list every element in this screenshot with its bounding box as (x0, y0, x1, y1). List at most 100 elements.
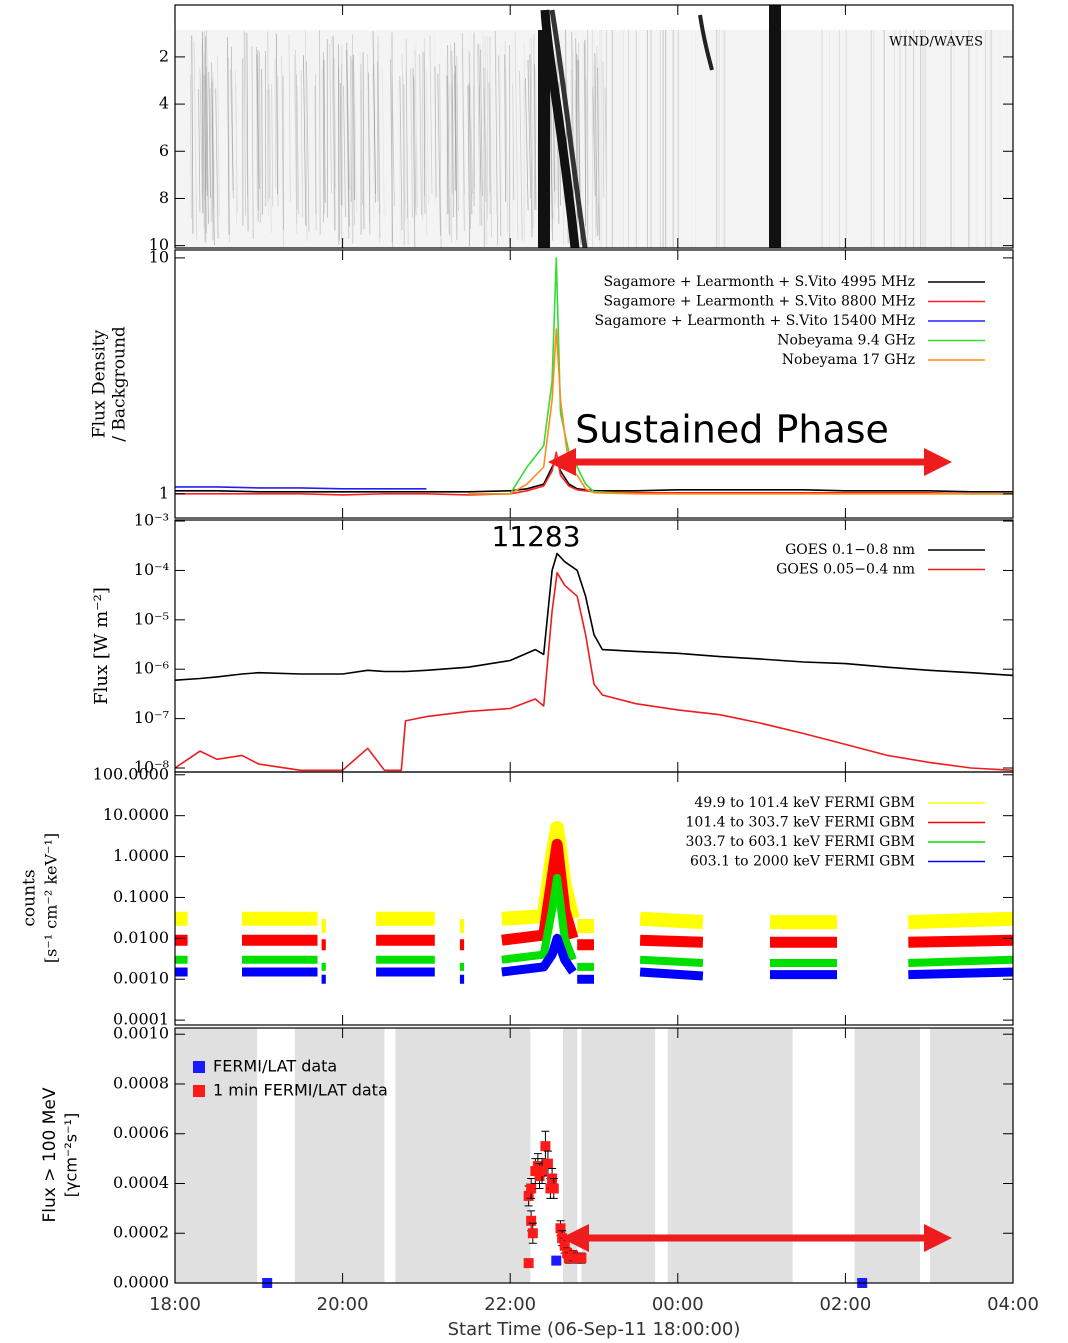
legend-label: Nobeyama 9.4 GHz (777, 333, 915, 349)
legend-label: GOES 0.05−0.4 nm (776, 562, 915, 578)
data-point (523, 1258, 534, 1269)
panel-frame (174, 771, 1014, 1026)
spectrogram-streak (390, 59, 394, 248)
spectrogram-streak (574, 80, 578, 244)
spectrogram-streak (331, 36, 335, 230)
series-line (175, 486, 427, 490)
burst (540, 9, 580, 249)
spectrogram-streak (479, 49, 483, 197)
spectrogram-streak (227, 37, 230, 235)
legend-label: 101.4 to 303.7 keV FERMI GBM (686, 815, 916, 831)
spectrogram-streak (338, 44, 340, 246)
spectrogram-streak (345, 49, 350, 239)
y-tick-label: 100.0000 (93, 764, 169, 783)
spectrogram-streak (519, 71, 523, 241)
spectrogram-streak (533, 34, 535, 210)
shaded-interval (395, 1028, 531, 1283)
y-tick-label: 6 (159, 141, 169, 160)
spectrogram-streak (594, 53, 598, 236)
spectrogram-streak (454, 42, 457, 191)
spectrogram-streak (504, 54, 506, 202)
spectrogram-streak (429, 35, 433, 195)
y-tick-label: 8 (159, 188, 169, 207)
spectrogram-streak (351, 61, 355, 225)
spectrogram-streak (217, 55, 220, 216)
spectrogram-streak (381, 68, 385, 218)
legend-label: Sagamore + Learmonth + S.Vito 8800 MHz (603, 294, 915, 310)
legend-label: Sagamore + Learmonth + S.Vito 15400 MHz (595, 313, 915, 329)
burst (769, 5, 781, 248)
spectrogram-streak (489, 83, 492, 238)
x-tick-label: 02:00 (819, 1294, 871, 1315)
spectrogram-streak (412, 68, 416, 248)
data-point (542, 1158, 553, 1169)
y-tick-label: 0.0000 (113, 1273, 169, 1292)
y-tick-label: 10⁻⁸ (134, 758, 169, 777)
spectrogram-streak (346, 59, 351, 190)
spectrogram-streak (372, 73, 375, 219)
legend-label: Nobeyama 17 GHz (782, 352, 915, 368)
x-axis-label: Start Time (06-Sep-11 18:00:00) (448, 1319, 741, 1340)
spectrogram-streak (528, 65, 532, 201)
spectrogram-streak (491, 70, 495, 198)
spectrogram-streak (269, 89, 272, 233)
series-line (175, 458, 1013, 493)
spectrogram-streak (189, 42, 192, 205)
x-tick-label: 04:00 (987, 1294, 1039, 1315)
spectrogram-streak (467, 85, 471, 247)
x-tick-label: 18:00 (149, 1294, 201, 1315)
series-line (174, 552, 1014, 681)
legend-swatch (193, 1085, 205, 1097)
spectrogram-streak (343, 85, 346, 218)
panel-frame (174, 1027, 1014, 1284)
spectrogram-streak (451, 51, 455, 217)
y-tick-label: 4 (159, 94, 169, 113)
data-point (548, 1183, 559, 1194)
series-line (175, 838, 1014, 951)
spectrogram-streak (529, 54, 533, 238)
spectrogram-streak (293, 53, 298, 234)
spectrogram-streak (256, 54, 260, 189)
shaded-interval (581, 1028, 656, 1283)
x-tick-label: 22:00 (484, 1294, 536, 1315)
spectrogram-streak (271, 84, 274, 207)
spectrogram-streak (306, 60, 310, 232)
spectrogram-streak (410, 68, 413, 218)
annotation: 11283 (491, 520, 580, 553)
spectrogram-streak (398, 80, 401, 240)
data-point (523, 1190, 534, 1201)
shaded-interval (294, 1028, 385, 1283)
spectrogram-streak (500, 87, 502, 193)
spectrogram-streak (332, 35, 336, 231)
spectrogram-streak (437, 73, 441, 236)
series-line (174, 571, 1014, 772)
spectrogram-streak (584, 39, 587, 227)
y-tick-label: 10⁻⁴ (134, 560, 169, 579)
legend-label: 603.1 to 2000 keV FERMI GBM (690, 854, 915, 870)
spectrogram-streak (483, 87, 487, 202)
spectrogram-streak (477, 44, 481, 226)
spectrogram-streak (425, 70, 430, 204)
series-line (468, 328, 1013, 495)
panel-label: WIND/WAVES (889, 35, 983, 50)
y-tick-label: 1 (159, 483, 169, 502)
data-point (526, 1215, 537, 1226)
spectrogram-streak (261, 68, 263, 215)
spectrogram-streak (405, 39, 408, 219)
spectrogram-streak (296, 86, 299, 214)
spectrogram-streak (484, 36, 488, 246)
panel (175, 250, 1013, 518)
spectrogram-streak (597, 67, 600, 241)
spectrogram-streak (434, 66, 437, 198)
spectrogram-streak (268, 83, 270, 199)
legend-label: 1 min FERMI/LAT data (213, 1081, 388, 1100)
y-tick-label: 10⁻⁶ (134, 659, 169, 678)
y-tick-label: 0.0006 (113, 1123, 169, 1142)
data-point (576, 1253, 587, 1264)
series-line (175, 451, 1013, 496)
spectrogram-streak (202, 53, 205, 201)
y-tick-label: 0.0004 (113, 1173, 169, 1192)
y-tick-label: 0.0002 (113, 1223, 169, 1242)
spectrogram-streak (514, 32, 519, 241)
legend-label: FERMI/LAT data (213, 1057, 337, 1076)
